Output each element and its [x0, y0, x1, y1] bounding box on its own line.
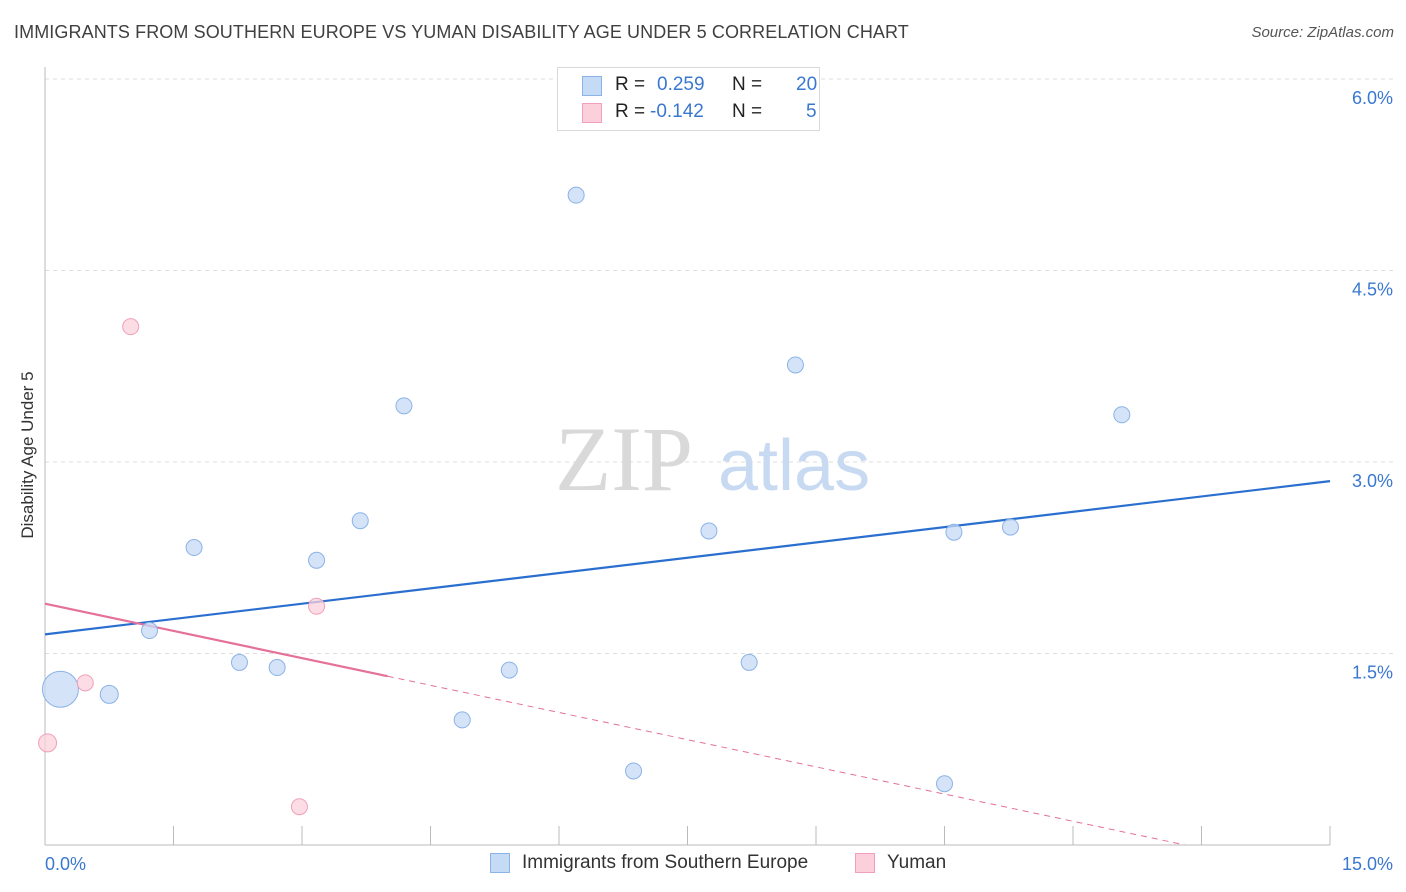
trend-line-yuman-extrapolated [387, 675, 1185, 846]
point-southern-europe [1113, 406, 1131, 424]
trend-line-yuman [44, 602, 388, 678]
point-yuman [308, 597, 326, 615]
y-tick-label: 1.5% [1352, 663, 1393, 683]
x-tick-label: 0.0% [45, 854, 86, 874]
legend-r-value: -0.142 [650, 101, 704, 122]
source-label: Source: ZipAtlas.com [1251, 24, 1394, 41]
point-yuman [122, 318, 140, 336]
legend-r-label: R = [615, 74, 646, 95]
tick-labels: 1.5% 3.0% 4.5% 6.0% 0.0% 15.0% [45, 88, 1393, 874]
point-southern-europe [351, 512, 369, 530]
y-tick-label: 6.0% [1352, 88, 1393, 108]
y-axis-label: Disability Age Under 5 [18, 371, 37, 539]
data-points [38, 186, 1131, 816]
point-southern-europe [945, 523, 963, 541]
legend-n-label: N = [732, 74, 763, 95]
trend-lines [44, 480, 1331, 846]
watermark: ZIP atlas [555, 408, 870, 510]
point-yuman [38, 733, 58, 753]
y-tick-label: 3.0% [1352, 471, 1393, 491]
legend-n-value: 5 [806, 101, 817, 122]
legend-n-value: 20 [796, 74, 818, 95]
point-southern-europe [740, 653, 758, 671]
point-southern-europe [453, 711, 471, 729]
point-southern-europe [567, 186, 585, 204]
point-southern-europe [500, 661, 518, 679]
legend-n-label: N = [732, 101, 763, 122]
grid [45, 78, 1395, 654]
legend-swatch-blue [490, 853, 510, 873]
axes [44, 67, 1331, 846]
legend-swatch-blue [582, 76, 602, 96]
y-tick-label: 4.5% [1352, 280, 1393, 300]
watermark-atlas: atlas [718, 426, 870, 506]
point-southern-europe [185, 539, 203, 557]
trend-line-southern-europe [44, 480, 1331, 636]
legend-swatch-pink [855, 853, 875, 873]
point-southern-europe [99, 684, 119, 704]
point-southern-europe [395, 397, 413, 415]
legend-r-label: R = [615, 101, 646, 122]
point-southern-europe [308, 551, 326, 569]
point-southern-europe [41, 670, 79, 708]
point-yuman [76, 674, 94, 692]
legend-label: Immigrants from Southern Europe [522, 852, 809, 873]
point-southern-europe [268, 659, 286, 677]
stats-legend: R = 0.259 N = 20 R = -0.142 N = 5 [557, 67, 820, 131]
point-southern-europe [936, 775, 953, 793]
chart-title: IMMIGRANTS FROM SOUTHERN EUROPE VS YUMAN… [14, 22, 909, 42]
x-tick-label: 15.0% [1342, 854, 1393, 874]
legend-r-value: 0.259 [657, 74, 705, 95]
point-southern-europe [1001, 518, 1019, 536]
point-southern-europe [230, 653, 248, 671]
point-southern-europe [786, 356, 804, 374]
point-southern-europe [141, 622, 159, 640]
point-southern-europe [700, 522, 718, 540]
legend-swatch-pink [582, 103, 602, 123]
point-yuman [290, 798, 308, 816]
point-southern-europe [625, 762, 643, 780]
legend-label: Yuman [887, 852, 947, 873]
watermark-zip: ZIP [555, 408, 693, 510]
